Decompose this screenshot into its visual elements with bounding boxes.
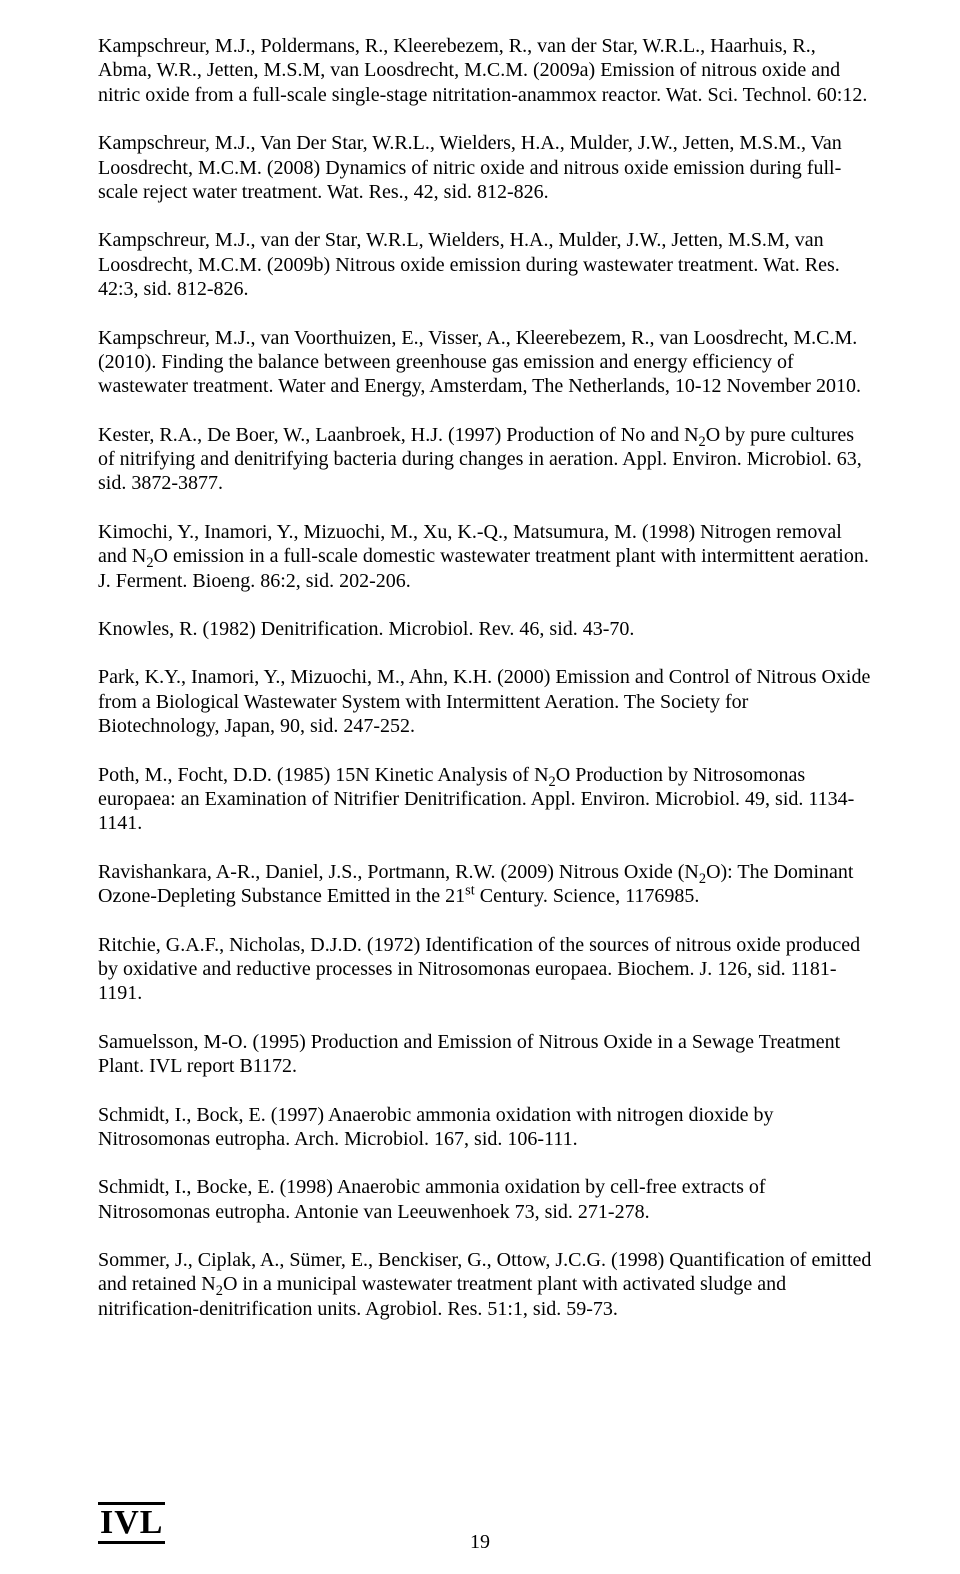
reference-entry: Poth, M., Focht, D.D. (1985) 15N Kinetic… (98, 763, 872, 836)
reference-entry: Park, K.Y., Inamori, Y., Mizuochi, M., A… (98, 665, 872, 738)
references-list: Kampschreur, M.J., Poldermans, R., Kleer… (98, 34, 872, 1321)
page-container: Kampschreur, M.J., Poldermans, R., Kleer… (0, 0, 960, 1574)
reference-entry: Kester, R.A., De Boer, W., Laanbroek, H.… (98, 423, 872, 496)
reference-entry: Sommer, J., Ciplak, A., Sümer, E., Benck… (98, 1248, 872, 1321)
reference-entry: Samuelsson, M-O. (1995) Production and E… (98, 1030, 872, 1079)
reference-entry: Kampschreur, M.J., van Voorthuizen, E., … (98, 326, 872, 399)
reference-entry: Ritchie, G.A.F., Nicholas, D.J.D. (1972)… (98, 933, 872, 1006)
reference-entry: Kimochi, Y., Inamori, Y., Mizuochi, M., … (98, 520, 872, 593)
page-number: 19 (0, 1531, 960, 1554)
reference-entry: Kampschreur, M.J., Poldermans, R., Kleer… (98, 34, 872, 107)
reference-entry: Schmidt, I., Bock, E. (1997) Anaerobic a… (98, 1103, 872, 1152)
reference-entry: Knowles, R. (1982) Denitrification. Micr… (98, 617, 872, 641)
reference-entry: Schmidt, I., Bocke, E. (1998) Anaerobic … (98, 1175, 872, 1224)
reference-entry: Kampschreur, M.J., Van Der Star, W.R.L.,… (98, 131, 872, 204)
reference-entry: Ravishankara, A-R., Daniel, J.S., Portma… (98, 860, 872, 909)
reference-entry: Kampschreur, M.J., van der Star, W.R.L, … (98, 228, 872, 301)
